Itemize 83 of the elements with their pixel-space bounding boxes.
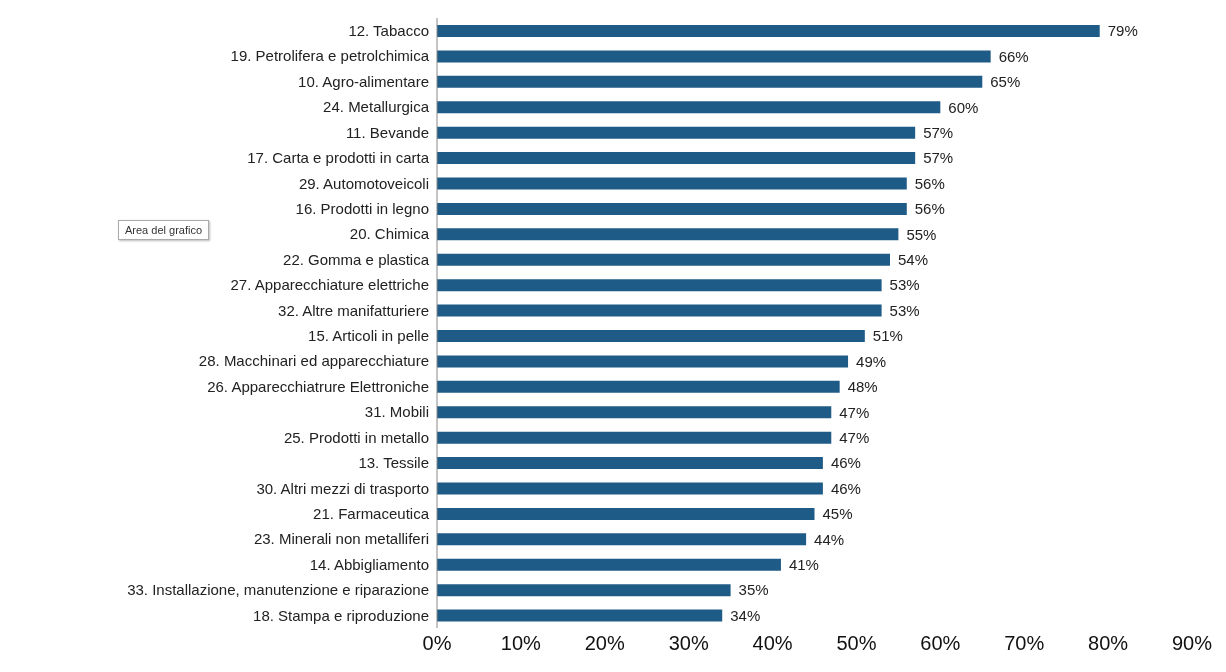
data-label: 45% (822, 505, 853, 523)
data-label: 79% (1107, 22, 1138, 40)
bar (437, 25, 1100, 37)
y-tick-label: 21. Farmaceutica (313, 504, 430, 522)
y-tick-label: 17. Carta e prodotti in carta (247, 149, 430, 167)
data-label: 34% (730, 606, 761, 624)
bar (437, 406, 832, 419)
y-tick-label: 33. Installazione, manutenzione e riparazione (127, 581, 429, 599)
bar (437, 126, 916, 139)
y-tick-label: 29. Automotoveicoli (298, 174, 429, 192)
x-tick-label: 70% (1004, 632, 1045, 655)
bar (437, 431, 832, 444)
y-tick-label: 12. Tabacco (348, 22, 429, 40)
y-tick-label: 11. Bevande (345, 123, 429, 141)
bar (437, 380, 840, 393)
data-label: 57% (923, 149, 954, 167)
data-label: 41% (788, 556, 819, 574)
y-tick-label: 18. Stampa e riproduzione (253, 606, 429, 624)
x-tick-label: 90% (1171, 632, 1213, 655)
y-tick-label: 19. Petrolifera e petrolchimica (230, 47, 430, 65)
y-tick-label: 30. Altri mezzi di trasporto (256, 479, 429, 497)
bar (437, 177, 907, 190)
x-tick-label: 10% (500, 632, 542, 655)
y-tick-label: 15. Articoli in pelle (308, 327, 429, 345)
bar (437, 355, 849, 368)
data-label: 35% (738, 581, 769, 599)
data-label: 48% (847, 378, 878, 396)
data-label: 53% (889, 301, 920, 319)
bar (437, 584, 731, 597)
y-tick-label: 23. Minerali non metalliferi (253, 530, 429, 548)
y-tick-label: 20. Chimica (349, 225, 430, 243)
data-label: 47% (839, 403, 870, 421)
x-tick-label: 60% (920, 632, 961, 655)
bar (437, 202, 907, 215)
x-tick-label: 50% (836, 632, 877, 655)
y-tick-label: 24. Metallurgica (323, 98, 430, 116)
data-label: 47% (839, 428, 870, 446)
bar (437, 558, 781, 571)
bar (437, 507, 815, 520)
data-label: 46% (830, 479, 861, 497)
bar (437, 609, 723, 622)
bar (437, 50, 991, 63)
x-tick-label: 20% (584, 632, 626, 655)
y-tick-label: 28. Macchinari ed apparecchiature (198, 352, 429, 370)
y-tick-label: 13. Tessile (358, 454, 429, 472)
data-label: 46% (830, 454, 861, 472)
x-tick-label: 40% (752, 632, 793, 655)
y-tick-label: 10. Agro-alimentare (298, 72, 429, 90)
data-label: 55% (906, 225, 937, 243)
y-tick-label: 27. Apparecchiature elettriche (230, 276, 429, 294)
tooltip-box: Area del grafico (118, 220, 210, 240)
y-tick-label: 31. Mobili (364, 403, 429, 421)
x-tick-label: 30% (668, 632, 709, 655)
x-tick-label: 0% (422, 632, 452, 655)
bar (437, 253, 890, 266)
data-label: 60% (948, 98, 979, 116)
bar (437, 533, 807, 546)
bar (437, 152, 916, 165)
bar (437, 75, 983, 88)
data-label: 65% (990, 73, 1021, 91)
data-label: 53% (889, 276, 920, 294)
data-label: 57% (923, 123, 954, 141)
bar (437, 482, 823, 495)
y-tick-label: 25. Prodotti in metallo (283, 428, 429, 446)
y-tick-label: 16. Prodotti in legno (295, 199, 429, 217)
data-label: 44% (814, 530, 845, 548)
y-tick-label: 26. Apparecchiatrure Elettroniche (207, 377, 429, 395)
y-tick-label: 14. Abbigliamento (309, 555, 429, 573)
bar (437, 228, 899, 241)
data-label: 49% (856, 352, 887, 370)
bar (437, 330, 865, 342)
data-label: 56% (914, 174, 945, 192)
y-tick-label: 22. Gomma e plastica (283, 250, 430, 268)
bar (437, 101, 941, 114)
bar (437, 304, 882, 317)
data-label: 66% (998, 47, 1029, 65)
data-label: 56% (914, 200, 945, 218)
bar (437, 279, 882, 292)
y-tick-label: 32. Altre manifatturiere (278, 301, 429, 319)
x-tick-label: 80% (1088, 632, 1129, 655)
data-label: 54% (898, 251, 929, 269)
data-label: 51% (872, 327, 903, 345)
bar (437, 457, 823, 470)
